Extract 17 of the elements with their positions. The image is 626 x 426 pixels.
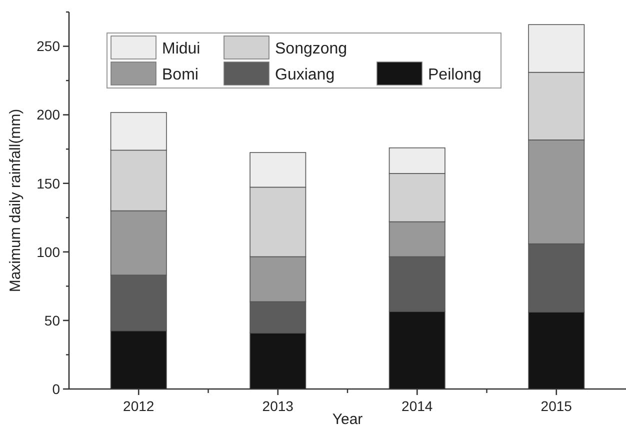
legend-label: Guxiang [275,66,335,84]
legend-label: Midui [162,40,200,58]
x-axis-title: Year [332,411,363,426]
y-tick-label: 200 [36,106,60,123]
y-tick-label: 50 [44,312,60,328]
y-axis-title: Maximum daily rainfall(mm) [7,108,24,292]
y-tick-label: 0 [52,380,60,397]
y-tick-label: 100 [36,244,60,260]
x-tick-label: 2014 [402,398,433,414]
y-tick-label: 150 [36,175,60,192]
legend-label: Peilong [428,66,482,84]
legend-label: Bomi [162,66,198,84]
x-tick-label: 2012 [123,398,154,414]
x-tick-label: 2015 [540,398,572,414]
legend-label: Songzong [275,40,348,58]
y-tick-label: 250 [36,38,60,54]
x-tick-label: 2013 [262,398,294,414]
